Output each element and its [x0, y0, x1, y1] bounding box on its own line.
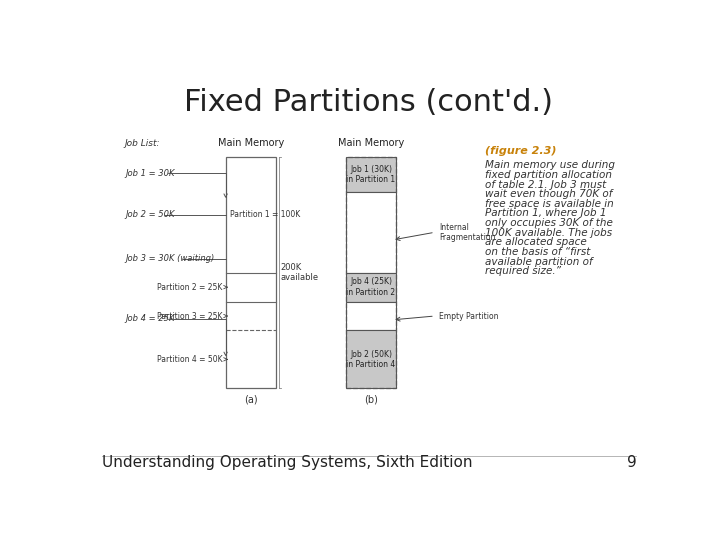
Text: are allocated space: are allocated space — [485, 237, 587, 247]
Text: 100K available. The jobs: 100K available. The jobs — [485, 228, 613, 238]
Text: Main Memory: Main Memory — [217, 138, 284, 148]
Text: fixed partition allocation: fixed partition allocation — [485, 170, 612, 180]
Text: 9: 9 — [626, 455, 636, 470]
Text: available partition of: available partition of — [485, 256, 593, 267]
Text: Job 1 = 30K: Job 1 = 30K — [125, 169, 174, 178]
Bar — [346, 301, 396, 330]
Text: Partition 3 = 25K: Partition 3 = 25K — [157, 312, 222, 321]
Text: Job 4 (25K)
in Partition 2: Job 4 (25K) in Partition 2 — [346, 278, 395, 297]
Text: Job 1 (30K)
in Partition 1: Job 1 (30K) in Partition 1 — [346, 165, 395, 184]
Bar — [225, 157, 276, 388]
Text: of table 2.1. Job 3 must: of table 2.1. Job 3 must — [485, 179, 606, 190]
Text: Understanding Operating Systems, Sixth Edition: Understanding Operating Systems, Sixth E… — [102, 455, 472, 470]
Bar — [346, 192, 396, 273]
Text: free space is available in: free space is available in — [485, 199, 614, 209]
Text: Job 2 (50K)
in Partition 4: Job 2 (50K) in Partition 4 — [346, 349, 395, 369]
Bar — [346, 157, 396, 192]
Text: 200K
available: 200K available — [281, 263, 319, 282]
Text: Job 4 = 25K: Job 4 = 25K — [125, 314, 174, 323]
Text: only occupies 30K of the: only occupies 30K of the — [485, 218, 613, 228]
Text: (b): (b) — [364, 395, 378, 405]
Text: Partition 2 = 25K: Partition 2 = 25K — [157, 282, 222, 292]
Bar — [346, 273, 396, 301]
Text: Main Memory: Main Memory — [338, 138, 404, 148]
Text: Main memory use during: Main memory use during — [485, 160, 616, 170]
Bar — [346, 157, 396, 388]
Text: Partition 1 = 100K: Partition 1 = 100K — [230, 211, 300, 219]
Text: Empty Partition: Empty Partition — [438, 312, 498, 321]
Text: on the basis of “first: on the basis of “first — [485, 247, 590, 257]
Text: Fixed Partitions (cont'd.): Fixed Partitions (cont'd.) — [184, 88, 554, 117]
Bar — [346, 330, 396, 388]
Text: wait even though 70K of: wait even though 70K of — [485, 189, 613, 199]
Text: Job 3 = 30K (waiting): Job 3 = 30K (waiting) — [125, 254, 214, 264]
Text: Partition 1, where Job 1: Partition 1, where Job 1 — [485, 208, 607, 218]
Text: Job List:: Job List: — [125, 139, 161, 148]
Text: Partition 4 = 50K: Partition 4 = 50K — [157, 355, 222, 364]
Text: Internal
Fragmentation: Internal Fragmentation — [438, 222, 495, 242]
Text: Job 2 = 50K: Job 2 = 50K — [125, 211, 174, 219]
Text: (figure 2.3): (figure 2.3) — [485, 146, 557, 157]
Text: required size.”: required size.” — [485, 266, 562, 276]
Text: (a): (a) — [244, 395, 258, 405]
